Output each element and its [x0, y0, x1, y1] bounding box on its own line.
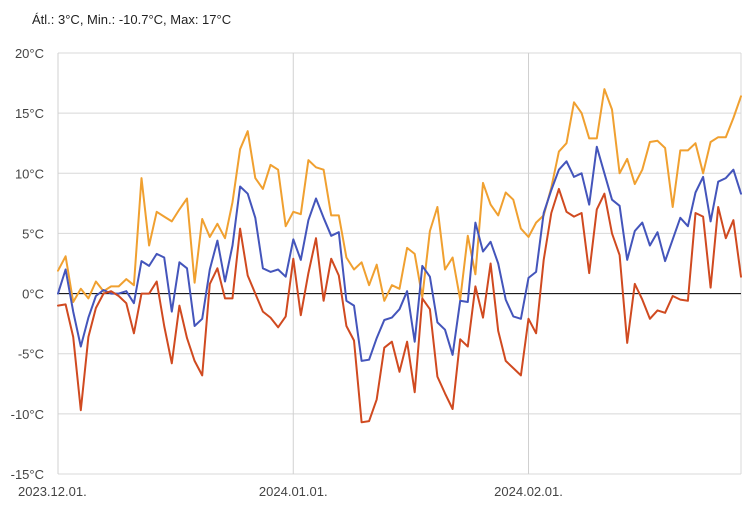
- y-tick-label: 5°C: [22, 226, 44, 241]
- y-tick-label: 20°C: [15, 46, 44, 61]
- series-line-min: [57, 187, 742, 424]
- y-tick-label: -10°C: [11, 407, 44, 422]
- series-line-tl: [57, 145, 742, 362]
- grid-layer: [57, 52, 742, 475]
- series-layer: [57, 88, 742, 424]
- y-tick-label: -15°C: [11, 467, 44, 482]
- x-tick-label: 2023.12.01.: [18, 484, 87, 499]
- chart-summary-title: Átl.: 3°C, Min.: -10.7°C, Max: 17°C: [32, 12, 232, 27]
- y-tick-label: 10°C: [15, 166, 44, 181]
- series-line-max: [57, 88, 742, 303]
- y-tick-label: 0°C: [22, 287, 44, 302]
- x-tick-label: 2024.01.01.: [259, 484, 328, 499]
- x-tick-label: 2024.02.01.: [494, 484, 563, 499]
- y-tick-label: 15°C: [15, 106, 44, 121]
- tick-label-layer: 20°C 15°C 10°C 5°C 0°C -5°C -10°C -15°C 2023.12.…: [11, 46, 563, 499]
- y-tick-label: -5°C: [18, 347, 44, 362]
